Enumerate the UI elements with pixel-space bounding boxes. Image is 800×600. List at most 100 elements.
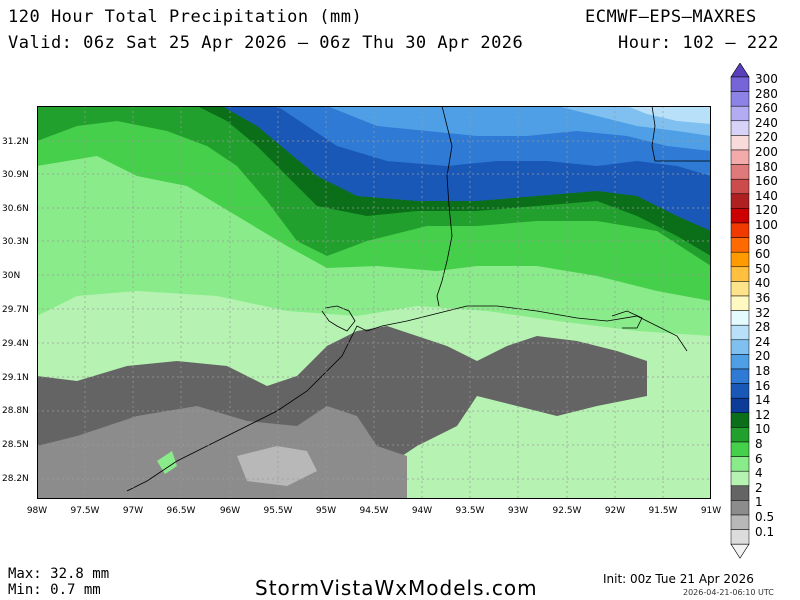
- lon-label: 98W: [26, 506, 48, 516]
- lat-label: 29.1N: [2, 373, 29, 383]
- legend-swatch: [730, 222, 750, 238]
- legend-level-label: 2: [755, 480, 763, 495]
- model-name: ECMWF—EPS—MAXRES: [585, 7, 757, 27]
- legend-level-label: 4: [755, 466, 763, 481]
- lon-label: 97.5W: [70, 506, 100, 516]
- legend-level-label: 80: [755, 232, 771, 247]
- legend-swatch: [730, 500, 750, 516]
- precip-band-6mm-patch: [157, 451, 177, 474]
- lon-label: 96.5W: [166, 506, 196, 516]
- legend-level-label: 10: [755, 422, 771, 437]
- legend-level-label: 14: [755, 393, 771, 408]
- legend-swatch: [730, 149, 750, 165]
- legend-swatch: [730, 266, 750, 282]
- lat-label: 29.4N: [2, 339, 29, 349]
- state-border: [436, 106, 453, 307]
- legend-swatch: [730, 339, 750, 355]
- legend-swatch: [730, 193, 750, 209]
- legend-level-label: 100: [755, 218, 778, 232]
- lat-label: 30.9N: [2, 170, 29, 180]
- lat-label: 30.3N: [2, 237, 29, 247]
- valid-period: Valid: 06z Sat 25 Apr 2026 — 06z Thu 30 …: [8, 33, 524, 53]
- legend-level-label: 28: [755, 320, 771, 335]
- legend-swatch: [730, 281, 750, 297]
- legend-level-label: 280: [755, 86, 778, 101]
- map-frame: [37, 106, 711, 499]
- precip-band-2mm: [37, 406, 407, 499]
- legend-swatch: [730, 529, 750, 545]
- legend-swatch: [730, 76, 750, 92]
- lat-label: 30.6N: [2, 204, 29, 214]
- legend-swatch: [730, 105, 750, 122]
- lat-label: 28.2N: [2, 474, 29, 484]
- lon-label: 95W: [315, 506, 337, 516]
- legend-level-label: 24: [755, 334, 771, 349]
- legend-level-label: 180: [755, 159, 778, 174]
- legend-swatch: [730, 368, 750, 384]
- legend-swatch: [730, 354, 750, 370]
- legend-swatch: [730, 485, 750, 501]
- coastline: [126, 305, 688, 492]
- legend-swatch: [730, 91, 750, 107]
- map-title: 120 Hour Total Precipitation (mm): [8, 7, 363, 27]
- lon-label: 93W: [507, 506, 529, 516]
- lat-label: 31.2N: [2, 137, 29, 147]
- legend-level-label: 0.5: [755, 510, 775, 524]
- legend-swatch: [730, 310, 750, 326]
- legend-arrow-bottom: [730, 543, 750, 559]
- lat-label: 30N: [2, 271, 21, 281]
- site-watermark: StormVistaWxModels.com: [255, 576, 538, 600]
- legend-level-label: 1: [755, 495, 763, 510]
- lon-label: 92W: [604, 506, 626, 516]
- lon-label: 94W: [411, 506, 433, 516]
- legend-level-label: 40: [755, 276, 771, 291]
- state-border-north: [651, 106, 711, 162]
- legend-level-label: 16: [755, 378, 771, 393]
- legend-swatch: [730, 514, 750, 530]
- min-value: Min: 0.7 mm: [8, 582, 101, 598]
- legend-swatch: [730, 208, 750, 224]
- lon-label: 93.5W: [455, 506, 485, 516]
- legend-level-label: 50: [755, 261, 771, 276]
- legend-swatch: [730, 470, 750, 487]
- bay-outline: [321, 305, 356, 332]
- legend-swatch: [730, 427, 750, 443]
- legend-level-label: 220: [755, 130, 778, 145]
- max-value: Max: 32.8 mm: [8, 566, 110, 582]
- precip-band-28mm: [627, 106, 711, 124]
- legend-level-label: 260: [755, 101, 778, 116]
- lat-label: 28.5N: [2, 440, 29, 450]
- legend-level-label: 140: [755, 188, 778, 203]
- legend-swatch: [730, 295, 750, 311]
- init-time: Init: 00z Tue 21 Apr 2026: [603, 572, 754, 586]
- legend-swatch: [730, 178, 750, 195]
- legend-level-label: 200: [755, 145, 778, 159]
- legend-swatch: [730, 135, 750, 151]
- legend-swatch: [730, 251, 750, 268]
- legend-swatch: [730, 383, 750, 399]
- lat-label: 29.7N: [2, 305, 29, 315]
- lon-label: 96W: [219, 506, 241, 516]
- legend-swatch: [730, 164, 750, 180]
- lake-outline: [611, 310, 643, 329]
- forecast-hours: Hour: 102 — 222: [618, 33, 780, 53]
- legend-arrow-top: [730, 63, 750, 78]
- render-timestamp: 2026-04-21-06:10 UTC: [683, 588, 774, 597]
- precip-color-scale: [730, 63, 750, 559]
- lon-label: 94.5W: [359, 506, 389, 516]
- legend-swatch: [730, 120, 750, 136]
- legend-level-label: 0.1: [755, 524, 775, 539]
- legend-swatch: [730, 412, 750, 428]
- legend-level-label: 12: [755, 407, 771, 422]
- legend-level-label: 120: [755, 203, 778, 218]
- legend-level-label: 18: [755, 364, 771, 378]
- lon-label: 92.5W: [552, 506, 582, 516]
- legend-swatch: [730, 237, 750, 253]
- legend-level-label: 240: [755, 115, 778, 130]
- legend-swatch: [730, 324, 750, 341]
- lon-label: 91.5W: [648, 506, 678, 516]
- legend-level-label: 6: [755, 451, 763, 466]
- legend-swatch: [730, 441, 750, 457]
- lat-lon-grid: [37, 106, 711, 499]
- legend-swatch: [730, 456, 750, 472]
